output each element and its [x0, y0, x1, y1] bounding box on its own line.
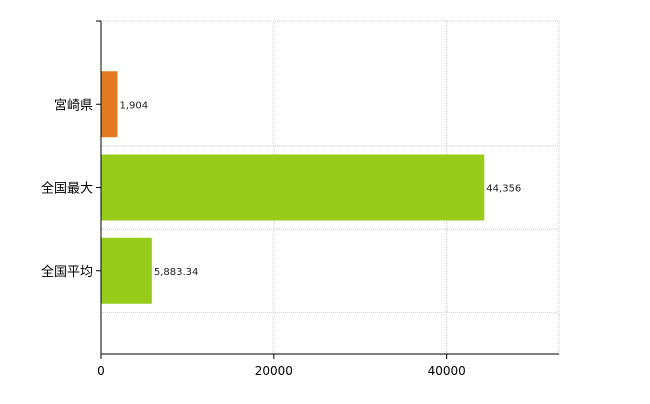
y-tick-label: 宮崎県: [54, 97, 93, 113]
labels-layer: 1,904 宮崎県 44,356 全国最大 5,883.34 全国平均 0 20000 4000…: [41, 97, 521, 378]
x-tick-label: 20000: [255, 364, 293, 378]
y-tick-label: 全国平均: [41, 264, 93, 280]
data-label: 1,904: [119, 100, 148, 111]
bar: [101, 154, 485, 221]
bars-layer: [101, 71, 485, 304]
x-tick-label: 0: [97, 364, 105, 378]
bar: [101, 237, 152, 304]
data-label: 44,356: [486, 184, 521, 195]
x-tick-label: 40000: [428, 364, 466, 378]
y-tick-label: 全国最大: [41, 181, 93, 197]
data-label: 5,883.34: [154, 267, 199, 278]
axes-layer: [96, 20, 559, 359]
bar: [101, 71, 118, 138]
